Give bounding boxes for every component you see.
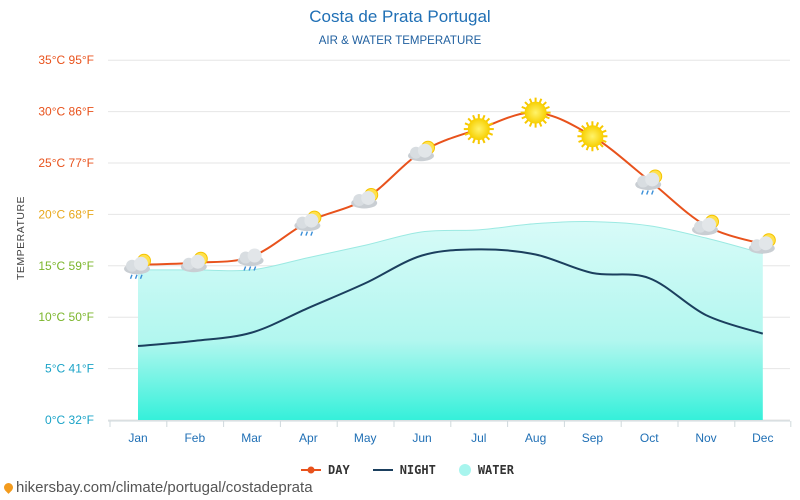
x-tick-label: Dec [752,431,773,445]
cloud-shape [418,143,432,158]
y-tick-label: 10°C 50°F [38,310,94,324]
sun-icon [463,114,494,145]
y-tick-label: 15°C 59°F [38,259,94,273]
water-line [137,221,763,272]
rain-drop [134,274,138,280]
rain-drop [243,266,247,271]
x-tick-label: May [354,431,377,445]
rain-drop [641,190,644,195]
cloud-sun-icon [180,251,208,273]
rain-drop [253,266,257,271]
night-line [137,248,764,347]
sun-icon [520,97,551,128]
rain-drop [300,231,304,236]
cloud-shape [304,213,319,228]
y-axis-label: TEMPERATURE [15,195,27,281]
x-tick-label: Mar [241,431,262,445]
sun-shape [581,125,604,148]
x-tick-label: Oct [640,431,659,445]
legend-item-water[interactable]: WATER [458,463,514,477]
x-tick-label: Nov [695,431,716,445]
sun-shape [467,118,490,141]
chart-legend: DAY NIGHT WATER [300,463,536,477]
rain-drop [310,231,314,236]
cloud-sun-rain-icon [635,169,663,195]
x-tick-label: Jan [128,431,147,445]
rain-drop [305,231,309,236]
night-swatch-icon [372,469,393,471]
rain-drop [646,190,649,195]
y-tick-label: 30°C 86°F [38,105,94,119]
legend-water-label: WATER [477,463,514,477]
sun-shape [524,101,547,124]
y-tick-label: 5°C 41°F [45,362,94,376]
cloud-shape [134,256,148,271]
y-tick-label: 20°C 68°F [38,207,94,221]
x-tick-label: Jul [471,431,486,445]
y-tick-label: 0°C 32°F [45,413,94,427]
location-pin-icon [2,481,15,494]
source-url: hikersbay.com/climate/portugal/costadepr… [16,479,313,496]
rain-drop [129,274,133,280]
day-swatch-icon [301,466,321,474]
rain-drop [651,190,654,195]
chart-title: Costa de Prata Portugal [309,7,491,26]
x-tick-label: Sep [582,431,604,445]
cloud-sun-rain-icon [124,253,151,280]
x-tick-label: Jun [412,431,431,445]
cloud-sun-icon [351,187,379,209]
chart-subtitle: AIR & WATER TEMPERATURE [318,35,482,47]
y-tick-label: 35°C 95°F [38,53,94,67]
legend-night-label: NIGHT [399,463,436,477]
x-tick-label: Feb [184,431,205,445]
y-tick-label: 25°C 77°F [38,156,94,170]
rain-drop [248,266,252,271]
legend-day-label: DAY [328,463,350,477]
cloud-shape [361,190,376,205]
source-link[interactable]: hikersbay.com/climate/portugal/costadepr… [2,479,313,496]
x-tick-label: Apr [299,431,318,445]
sun-icon [577,121,608,152]
cloud-sun-rain-icon [294,210,322,236]
legend-item-night[interactable]: NIGHT [372,463,436,477]
x-tick-label: Aug [525,431,546,445]
cloud-sun-icon [692,214,719,236]
legend-item-day[interactable]: DAY [300,463,350,477]
cloud-shape [758,236,773,251]
cloud-shape [247,248,262,263]
cloud-rain-icon [237,248,264,271]
cloud-sun-icon [748,233,776,254]
cloud-shape [702,217,716,232]
water-swatch-icon [458,464,471,476]
cloud-shape [645,172,660,187]
rain-drop [139,274,143,280]
cloud-sun-icon [408,140,435,162]
cloud-shape [190,254,205,269]
water-area [138,221,763,420]
